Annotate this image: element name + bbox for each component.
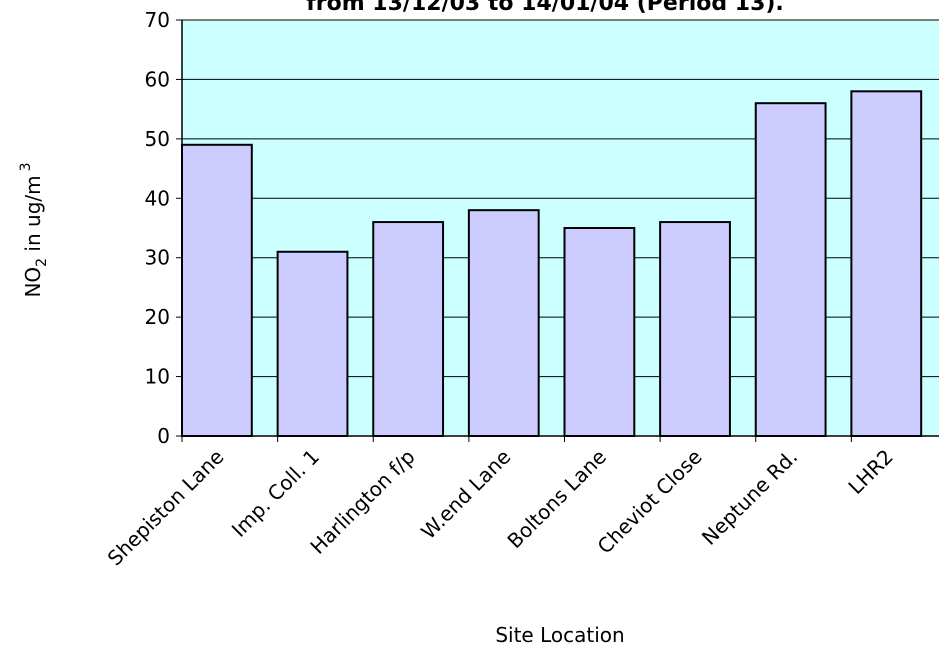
y-tick-label: 30	[145, 246, 170, 270]
y-tick-label: 70	[145, 8, 170, 32]
x-tick-label: Neptune Rd.	[697, 445, 802, 550]
bar	[659, 221, 731, 437]
bar	[563, 227, 636, 437]
x-tick-label: Imp. Coll. 1	[227, 445, 324, 542]
y-tick-label: 50	[145, 127, 170, 151]
bar	[276, 250, 349, 437]
y-axis-title: NO2 in ug/m3	[18, 162, 50, 297]
bar	[467, 209, 540, 437]
x-tick-label: LHR2	[843, 445, 897, 499]
bar	[754, 102, 827, 437]
y-tick-label: 60	[145, 67, 170, 91]
y-tick-label: 20	[145, 305, 170, 329]
y-tick-label: 10	[145, 365, 170, 389]
x-axis-title: Site Location	[495, 623, 624, 647]
y-tick-label: 0	[157, 424, 170, 448]
x-tick-label: W.end Lane	[416, 445, 515, 544]
y-tick-label: 40	[145, 186, 170, 210]
bar	[372, 221, 445, 437]
x-tick-label: Boltons Lane	[502, 445, 610, 553]
bar	[181, 143, 253, 438]
x-tick-label: Shepiston Lane	[103, 445, 229, 571]
bar	[850, 90, 923, 437]
chart-title: from 13/12/03 to 14/01/04 (Period 13).	[306, 0, 784, 16]
